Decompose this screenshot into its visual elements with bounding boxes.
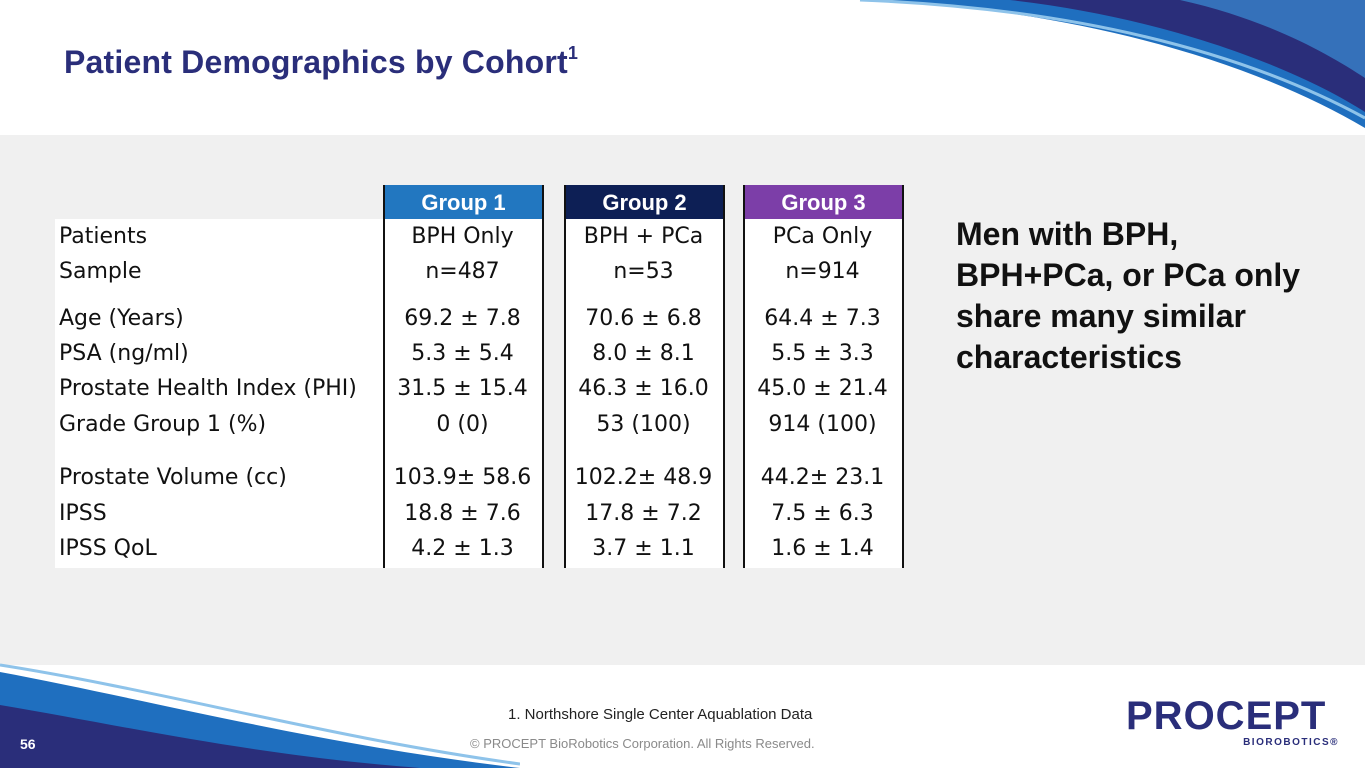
table-cell-group-3: PCa Only xyxy=(772,224,873,249)
table-cell-group-2: 46.3 ± 16.0 xyxy=(578,376,709,401)
table-cell-group-3: 914 (100) xyxy=(768,412,877,437)
copyright-notice: © PROCEPT BioRobotics Corporation. All R… xyxy=(470,736,815,751)
table-cell-group-3: 1.6 ± 1.4 xyxy=(771,536,874,561)
row-label: Prostate Volume (cc) xyxy=(59,465,287,490)
row-label: IPSS xyxy=(59,501,107,526)
row-label: Grade Group 1 (%) xyxy=(59,412,267,437)
key-takeaway-callout: Men with BPH, BPH+PCa, or PCa only share… xyxy=(956,216,1301,375)
table-cell-group-2: n=53 xyxy=(613,259,674,284)
table-cell-group-1: 69.2 ± 7.8 xyxy=(404,306,521,331)
group-3-column: Group 3 xyxy=(743,185,904,568)
table-cell-group-2: BPH + PCa xyxy=(583,224,704,249)
table-cell-group-3: 5.5 ± 3.3 xyxy=(771,341,874,366)
page-number: 56 xyxy=(20,736,36,752)
table-cell-group-1: BPH Only xyxy=(411,224,514,249)
group-2-column: Group 2 xyxy=(564,185,725,568)
group-1-header: Group 1 xyxy=(385,185,542,219)
table-cell-group-3: 45.0 ± 21.4 xyxy=(757,376,888,401)
table-cell-group-1: 4.2 ± 1.3 xyxy=(411,536,514,561)
row-label: Age (Years) xyxy=(59,306,184,331)
table-cell-group-3: 64.4 ± 7.3 xyxy=(764,306,881,331)
table-cell-group-3: n=914 xyxy=(785,259,860,284)
table-cell-group-1: 0 (0) xyxy=(436,412,489,437)
footnote: 1. Northshore Single Center Aquablation … xyxy=(508,706,813,723)
footer-swoosh-graphic xyxy=(0,663,520,768)
table-cell-group-3: 44.2± 23.1 xyxy=(760,465,885,490)
table-cell-group-2: 3.7 ± 1.1 xyxy=(592,536,695,561)
table-cell-group-2: 70.6 ± 6.8 xyxy=(585,306,702,331)
table-cell-group-1: 31.5 ± 15.4 xyxy=(397,376,528,401)
row-labels-column xyxy=(55,219,383,568)
table-cell-group-1: 18.8 ± 7.6 xyxy=(404,501,521,526)
group-2-header: Group 2 xyxy=(566,185,723,219)
table-cell-group-1: 5.3 ± 5.4 xyxy=(411,341,514,366)
group-1-column: Group 1 xyxy=(383,185,544,568)
row-label: Patients xyxy=(59,224,148,249)
procept-logo: PROCEPT BIOROBOTICS® xyxy=(1126,694,1341,756)
row-label: IPSS QoL xyxy=(59,536,157,561)
table-cell-group-2: 17.8 ± 7.2 xyxy=(585,501,702,526)
table-cell-group-2: 8.0 ± 8.1 xyxy=(592,341,695,366)
title-footnote-marker: 1 xyxy=(567,43,579,64)
header-swoosh-graphic xyxy=(859,0,1365,128)
table-cell-group-1: 103.9± 58.6 xyxy=(393,465,532,490)
logo-wordmark: PROCEPT xyxy=(1126,694,1327,738)
logo-subtext: BIOROBOTICS® xyxy=(1243,737,1339,748)
table-cell-group-2: 102.2± 48.9 xyxy=(574,465,713,490)
table-cell-group-2: 53 (100) xyxy=(596,412,691,437)
slide-title: Patient Demographics by Cohort1 xyxy=(64,43,579,80)
row-label: Prostate Health Index (PHI) xyxy=(59,376,357,401)
table-cell-group-3: 7.5 ± 6.3 xyxy=(771,501,874,526)
group-3-header: Group 3 xyxy=(745,185,902,219)
row-label: PSA (ng/ml) xyxy=(59,341,189,366)
table-cell-group-1: n=487 xyxy=(425,259,500,284)
row-label: Sample xyxy=(59,259,142,284)
